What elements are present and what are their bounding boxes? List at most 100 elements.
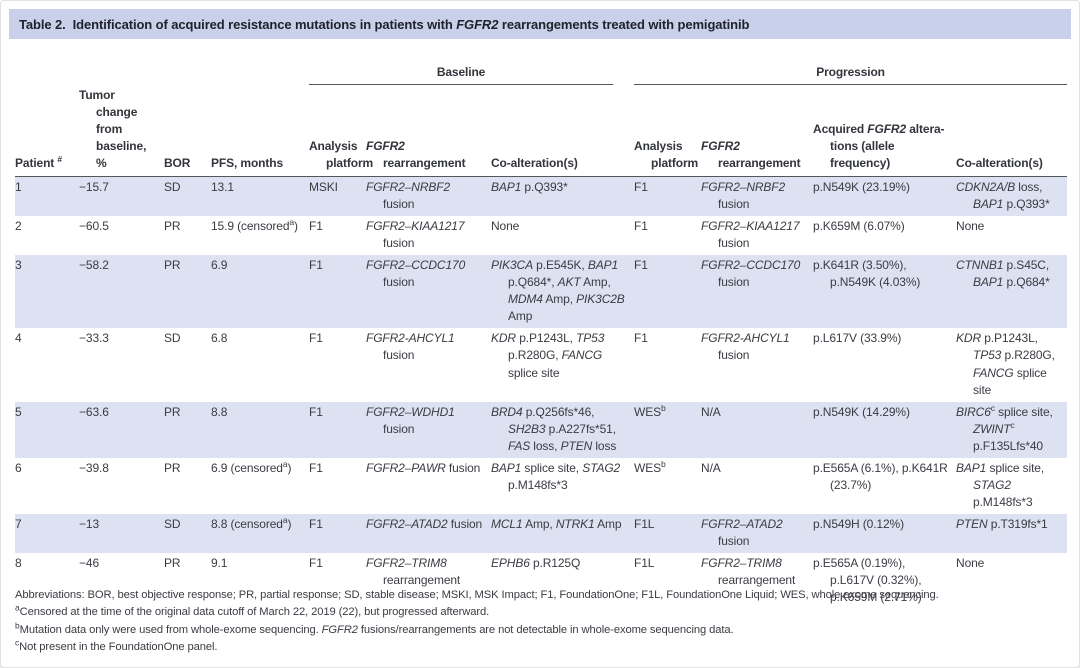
cell-text: None	[956, 555, 985, 570]
cell-text: −60.5	[79, 219, 109, 234]
table-cell: MSKI	[309, 176, 366, 217]
cell-text: p.L617V (33.9%)	[813, 331, 902, 346]
table-cell: p.N549K (23.19%)	[813, 176, 957, 217]
cell-text: 8	[15, 555, 22, 570]
table-cell: CTNNB1 p.S45C, BAP1 p.Q684*	[956, 255, 1068, 329]
cell-text: N/A	[701, 460, 721, 475]
cell-text: p.K659M (6.07%)	[813, 219, 905, 234]
table-cell: 4	[15, 328, 79, 401]
footnote-a: aCensored at the time of the original da…	[15, 602, 490, 619]
table-cell: MCL1 Amp, NTRK1 Amp	[491, 513, 635, 553]
cell-text: 5	[15, 404, 22, 419]
cell-text: p.E565A (6.1%), p.K641R (23.7%)	[813, 460, 948, 492]
table-cell: 7	[15, 513, 79, 553]
cell-text: KDR p.P1243L, TP53 p.R280G, FANCG splice…	[956, 331, 1055, 397]
table-cell: FGFR2–PAWR fusion	[366, 458, 491, 514]
group-progression-rule: Progression	[634, 63, 1068, 86]
table-cell: N/A	[701, 458, 813, 514]
cell-text: F1	[309, 555, 323, 570]
cell-text: 8.8	[211, 404, 228, 419]
table-cell: CDKN2A/B loss, BAP1 p.Q393*	[956, 176, 1068, 217]
cell-text: 8.8 (censoreda)	[211, 514, 292, 531]
cell-text: −46	[79, 555, 99, 570]
cell-text: FGFR2–KIAA1217 fusion	[366, 219, 465, 251]
cell-text: FGFR2-AHCYL1 fusion	[701, 331, 790, 363]
cell-text: 6.9	[211, 258, 228, 273]
cell-text: SD	[164, 331, 181, 346]
table-cell: p.K659M (6.07%)	[813, 216, 956, 255]
table-cell: FGFR2–KIAA1217 fusion	[701, 216, 813, 255]
cell-text: −15.7	[79, 180, 109, 195]
cell-text: F1L	[634, 516, 655, 531]
table-row: 7 −13 SD 8.8 (censoreda) F1 FGFR2–ATAD2 fusio…	[15, 513, 1068, 553]
cell-text: −13	[79, 516, 99, 531]
table-cell: FGFR2–TRIM8 rearrangement	[701, 553, 813, 609]
table-cell: 8.8 (censoreda)	[211, 513, 309, 553]
cell-text: SD	[164, 516, 181, 531]
cell-text: PIK3CA p.E545K, BAP1 p.Q684*, AKT Amp, M…	[491, 258, 625, 324]
cell-text: F1	[309, 331, 323, 346]
cell-text: FGFR2–CCDC170 fusion	[701, 258, 801, 290]
table-cell: 1	[15, 176, 79, 217]
table-cell: None	[491, 216, 634, 255]
cell-text: N/A	[701, 404, 721, 419]
cell-text: None	[491, 219, 520, 234]
table-cell: −46	[79, 553, 164, 609]
cell-text: FGFR2–NRBF2 fusion	[701, 180, 786, 212]
group-baseline: Baseline	[309, 61, 634, 86]
cell-text: F1	[309, 516, 323, 531]
table-cell: EPHB6 p.R125Q	[491, 553, 634, 609]
cell-text: BIRC6c splice site, ZWINTc p.F135Lfs*40	[956, 402, 1053, 453]
column-header-progression-coalterations: Co-alteration(s)	[956, 85, 1068, 178]
column-header-bor: BOR	[164, 85, 211, 178]
cell-text: p.N549H (0.12%)	[813, 516, 904, 531]
column-header-patient: Patient #	[15, 85, 79, 178]
cell-text: 6	[15, 460, 22, 475]
cell-text: p.N549K (14.29%)	[813, 404, 910, 419]
table-cell: F1	[634, 328, 701, 401]
cell-text: 2	[15, 219, 22, 234]
cell-text: F1	[309, 258, 323, 273]
cell-text: FGFR2-AHCYL1 fusion	[366, 331, 455, 363]
table-cell: 8	[15, 553, 79, 609]
table-cell: FGFR2–ATAD2 fusion	[366, 513, 491, 553]
cell-text: 13.1	[211, 180, 234, 195]
table-cell: BAP1 splice site, STAG2 p.M148fs*3	[956, 458, 1067, 514]
table-cell: p.L617V (33.9%)	[813, 328, 956, 401]
table-row: 8 −46 PR 9.1 F1 FGFR2–TRIM8 rearrangement EPHB…	[15, 553, 1067, 609]
table-cell: F1	[309, 216, 366, 255]
cell-text: 3	[15, 258, 22, 273]
cell-text: FGFR2–TRIM8 rearrangement	[701, 555, 796, 587]
footnote-abbreviations: Abbreviations: BOR, best objective respo…	[15, 589, 939, 601]
cell-text: F1	[634, 258, 648, 273]
table-cell: −13	[79, 513, 164, 553]
group-label: Progression	[816, 65, 885, 79]
group-baseline-rule: Baseline	[309, 63, 614, 86]
table-cell: 8.8	[211, 401, 309, 458]
table-cell: −39.8	[79, 458, 164, 514]
table-cell: KDR p.P1243L, TP53 p.R280G, FANCG splice…	[491, 328, 634, 401]
cell-text: F1L	[634, 555, 655, 570]
table-cell: 6.8	[211, 328, 309, 401]
table-cell: F1	[634, 176, 702, 217]
column-header-baseline-platform: Analysis platform	[309, 85, 373, 178]
group-progression: Progression	[634, 61, 1068, 86]
cell-text: FGFR2–KIAA1217 fusion	[701, 219, 800, 251]
table-cell: F1	[309, 401, 366, 458]
cell-text: PR	[164, 555, 181, 570]
cell-text: F1	[309, 460, 323, 475]
cell-text: None	[956, 219, 985, 234]
table-cell: F1	[309, 255, 366, 329]
cell-text: CTNNB1 p.S45C, BAP1 p.Q684*	[956, 258, 1050, 290]
cell-text: FGFR2–PAWR fusion	[366, 460, 481, 475]
table-cell: FGFR2–CCDC170 fusion	[701, 255, 814, 329]
table-cell: WESb	[634, 401, 702, 458]
cell-text: F1	[309, 219, 323, 234]
table-row: 2 −60.5 PR 15.9 (censoreda) F1 FGFR2–KIAA1217…	[15, 216, 1067, 255]
table-cell: 5	[15, 401, 79, 458]
table-cell: −63.6	[79, 401, 164, 458]
cell-text: 1	[15, 180, 22, 195]
table-row: 3 −58.2 PR 6.9 F1 FGFR2–CCDC170 fusion PIK3CA …	[15, 255, 1068, 329]
table-cell: FGFR2-AHCYL1 fusion	[366, 328, 491, 401]
